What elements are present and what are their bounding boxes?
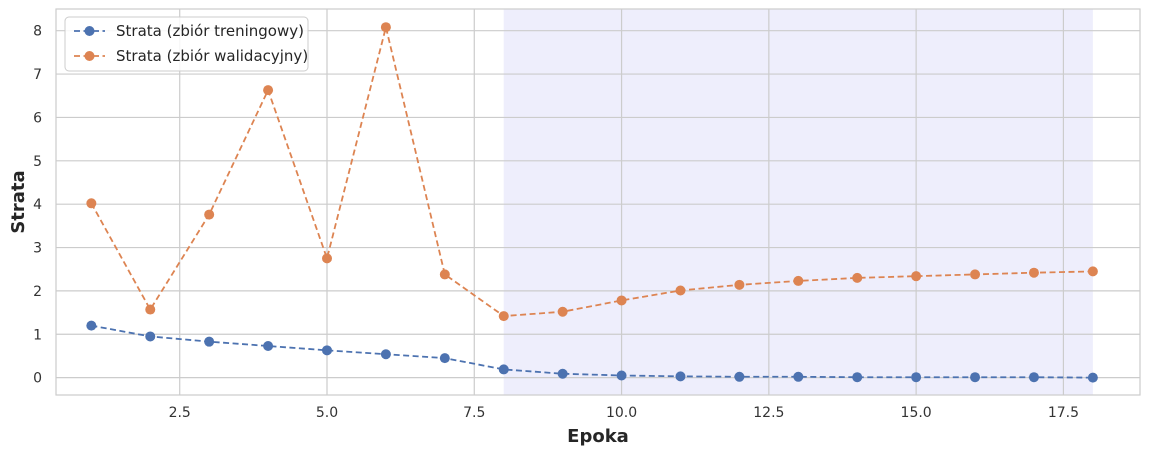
series-2-point xyxy=(557,306,568,317)
series-1-point xyxy=(263,340,274,351)
series-1 xyxy=(86,320,1098,383)
series-1-point xyxy=(439,353,450,364)
x-tick-label: 12.5 xyxy=(753,405,784,421)
series-1-point xyxy=(1028,372,1039,383)
series-2-point xyxy=(616,295,627,306)
series-1-point xyxy=(498,364,509,375)
x-tick-label: 5.0 xyxy=(316,405,338,421)
series-2 xyxy=(86,22,1098,322)
y-tick-label: 6 xyxy=(33,110,42,126)
series-2-point xyxy=(970,269,981,280)
legend-item-2: Strata (zbiór walidacyjny) xyxy=(74,47,308,65)
series-1-point xyxy=(911,372,922,383)
series-2-point xyxy=(204,209,215,220)
series-2-point xyxy=(263,85,274,96)
legend-marker xyxy=(84,51,95,61)
series-1-point xyxy=(145,331,156,342)
series-1-point xyxy=(675,371,686,382)
shaded-region xyxy=(503,9,1093,395)
series-1-point xyxy=(86,320,97,331)
plot-frame xyxy=(55,8,1141,396)
y-tick-label: 3 xyxy=(33,241,42,257)
y-tick-label: 0 xyxy=(33,371,42,387)
legend-label: Strata (zbiór treningowy) xyxy=(116,22,304,40)
x-tick-label: 10.0 xyxy=(606,405,637,421)
series-2-point xyxy=(734,279,745,290)
legend-item-1: Strata (zbiór treningowy) xyxy=(74,22,304,40)
y-axis-label: Strata xyxy=(8,170,29,233)
series-2-point xyxy=(380,22,391,33)
series-1-point xyxy=(557,368,568,379)
x-tick-label: 17.5 xyxy=(1048,405,1079,421)
series-1-point xyxy=(204,336,215,347)
legend-label: Strata (zbiór walidacyjny) xyxy=(116,47,308,65)
x-tick-label: 2.5 xyxy=(169,405,191,421)
series-2-point xyxy=(852,272,863,283)
legend: Strata (zbiór treningowy) Strata (zbiór w… xyxy=(64,16,309,72)
y-tick-label: 4 xyxy=(33,197,42,213)
y-tick-label: 5 xyxy=(33,154,42,170)
series-2-point xyxy=(911,271,922,282)
y-tick-label: 8 xyxy=(33,24,42,40)
series-2-point xyxy=(793,275,804,286)
series-1-point xyxy=(1087,372,1098,383)
x-tick-label: 7.5 xyxy=(463,405,485,421)
series-2-point xyxy=(498,311,509,322)
series-1-point xyxy=(380,349,391,360)
y-tick-label: 2 xyxy=(33,284,42,300)
x-axis-label: Epoka xyxy=(567,426,629,447)
series-2-point xyxy=(675,285,686,296)
y-tick-label: 1 xyxy=(33,327,42,343)
series-1-point xyxy=(616,370,627,381)
legend-box xyxy=(64,16,309,72)
series-2-point xyxy=(1028,267,1039,278)
series-1-point xyxy=(734,371,745,382)
series-2-point xyxy=(439,269,450,280)
x-tick-label: 15.0 xyxy=(901,405,932,421)
series-2-point xyxy=(322,253,332,264)
series-2-point xyxy=(86,198,97,209)
series-2-point xyxy=(1087,266,1098,277)
series-1-point xyxy=(322,345,332,356)
y-tick-label: 7 xyxy=(33,67,42,83)
series-1-point xyxy=(970,372,981,383)
series-2-point xyxy=(145,304,156,315)
legend-marker xyxy=(84,26,95,36)
series-1-line xyxy=(91,324,1093,379)
series-1-point xyxy=(852,372,863,383)
series-1-point xyxy=(793,371,804,382)
